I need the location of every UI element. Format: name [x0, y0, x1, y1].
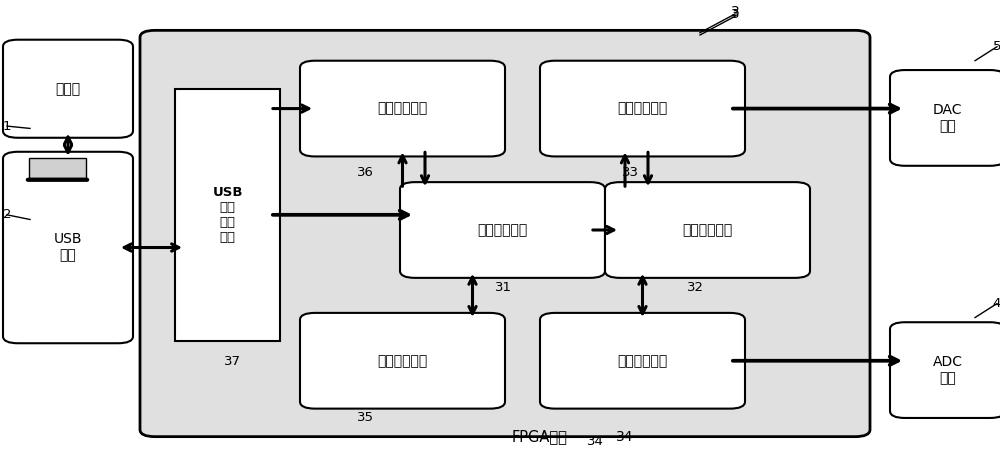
- Text: 2: 2: [3, 208, 11, 221]
- Text: 数据成帧单元: 数据成帧单元: [377, 102, 428, 115]
- FancyBboxPatch shape: [3, 40, 133, 138]
- Text: 5: 5: [993, 40, 1000, 53]
- FancyBboxPatch shape: [140, 30, 870, 437]
- FancyBboxPatch shape: [300, 313, 505, 409]
- Text: 系统主控单元: 系统主控单元: [477, 223, 528, 237]
- FancyBboxPatch shape: [605, 182, 810, 278]
- Text: 36: 36: [357, 166, 373, 179]
- FancyBboxPatch shape: [400, 182, 605, 278]
- Text: USB
接口: USB 接口: [54, 233, 82, 262]
- Text: 数据采集单元: 数据采集单元: [617, 354, 668, 368]
- FancyBboxPatch shape: [890, 70, 1000, 166]
- FancyBboxPatch shape: [175, 89, 280, 341]
- Text: USB
数据
传输
单元: USB 数据 传输 单元: [212, 186, 243, 244]
- Text: 上位机: 上位机: [55, 82, 81, 96]
- Text: 37: 37: [224, 355, 240, 368]
- Text: 3: 3: [731, 7, 739, 21]
- Text: 33: 33: [622, 166, 639, 179]
- Text: 3: 3: [731, 5, 739, 19]
- Text: 信号回放单元: 信号回放单元: [617, 102, 668, 115]
- Text: 32: 32: [686, 281, 704, 294]
- Text: DAC
芯片: DAC 芯片: [933, 103, 962, 133]
- FancyBboxPatch shape: [540, 61, 745, 156]
- Text: 34: 34: [587, 435, 603, 448]
- Text: 35: 35: [356, 411, 374, 425]
- FancyBboxPatch shape: [3, 152, 133, 343]
- Text: 34: 34: [616, 430, 634, 444]
- FancyBboxPatch shape: [300, 61, 505, 156]
- FancyBboxPatch shape: [890, 322, 1000, 418]
- Text: FPGA芯片: FPGA芯片: [512, 429, 568, 444]
- Text: 时钟生成单元: 时钟生成单元: [682, 223, 733, 237]
- Text: ADC
芯片: ADC 芯片: [932, 355, 962, 385]
- Text: 1: 1: [3, 120, 11, 133]
- Text: 数据处理单元: 数据处理单元: [377, 354, 428, 368]
- Text: 31: 31: [494, 281, 512, 294]
- Text: 4: 4: [993, 297, 1000, 310]
- FancyBboxPatch shape: [29, 158, 86, 178]
- FancyBboxPatch shape: [540, 313, 745, 409]
